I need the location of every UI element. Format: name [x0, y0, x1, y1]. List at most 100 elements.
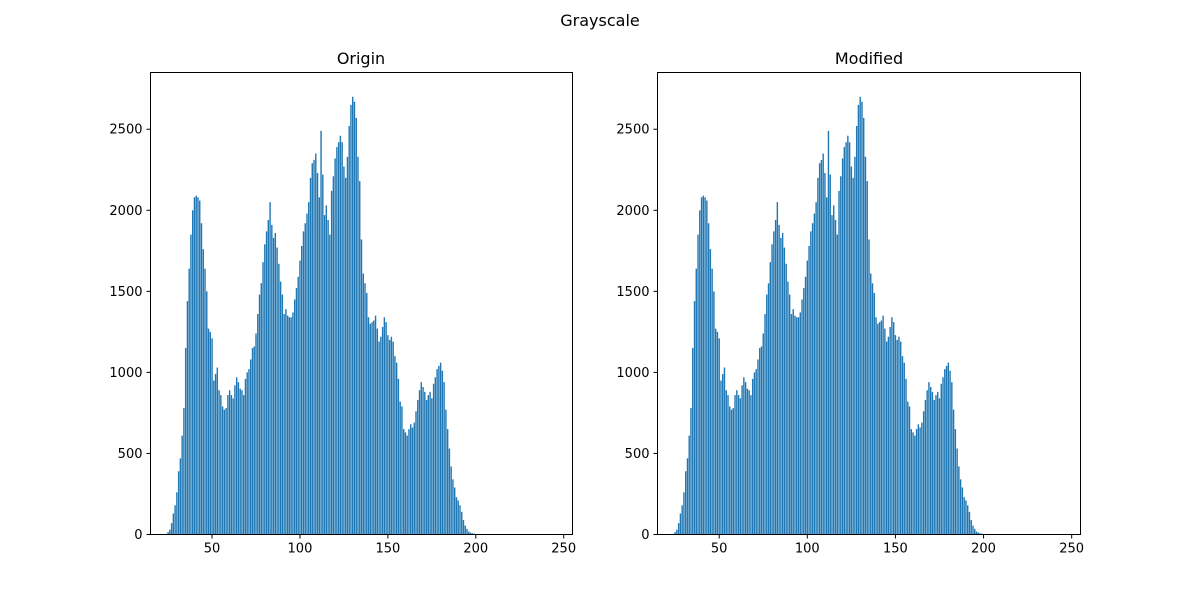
bar-origin-87 [276, 248, 277, 535]
bar-modified-164 [919, 428, 920, 535]
bar-origin-89 [280, 282, 281, 535]
bar-origin-59 [227, 395, 228, 534]
bar-modified-76 [764, 314, 765, 534]
bar-modified-136 [870, 274, 871, 535]
bar-modified-147 [889, 327, 890, 534]
bar-modified-61 [738, 395, 739, 534]
bar-modified-83 [777, 202, 778, 534]
ytick-label-modified-500: 500 [625, 447, 650, 462]
bar-origin-77 [259, 295, 260, 535]
bar-modified-143 [882, 316, 883, 535]
bar-origin-110 [317, 173, 318, 534]
bar-modified-104 [814, 214, 815, 535]
bar-origin-191 [459, 505, 460, 534]
bar-modified-34 [690, 408, 691, 534]
bar-origin-126 [345, 178, 346, 535]
bar-origin-50 [211, 338, 212, 534]
bar-modified-138 [874, 293, 875, 535]
bar-modified-154 [902, 356, 903, 534]
bar-origin-79 [262, 262, 263, 534]
bar-origin-88 [278, 264, 279, 535]
bar-modified-28 [680, 513, 681, 534]
bar-origin-179 [438, 366, 439, 535]
bar-origin-53 [217, 368, 218, 535]
bar-modified-62 [740, 398, 741, 534]
bar-modified-142 [881, 321, 882, 535]
bar-origin-152 [391, 337, 392, 535]
bar-origin-64 [236, 377, 237, 534]
bars-origin [166, 97, 482, 535]
bar-modified-133 [865, 157, 866, 535]
bar-origin-92 [285, 309, 286, 534]
bar-origin-67 [241, 390, 242, 534]
bar-origin-27 [171, 523, 172, 534]
bar-modified-65 [745, 382, 746, 534]
ytick-label-origin-500: 500 [118, 447, 143, 462]
bar-origin-167 [417, 400, 418, 535]
bar-origin-69 [245, 379, 246, 535]
bar-modified-113 [830, 175, 831, 535]
xtick-label-modified-150: 150 [883, 542, 908, 557]
bar-origin-122 [338, 142, 339, 534]
bar-origin-58 [225, 408, 226, 534]
bar-origin-104 [306, 214, 307, 535]
bar-origin-113 [322, 175, 323, 535]
ytick-label-modified-1500: 1500 [616, 285, 649, 300]
xtick-label-modified-100: 100 [795, 542, 820, 557]
bar-modified-77 [766, 295, 767, 535]
bar-origin-39 [192, 210, 193, 534]
bar-modified-64 [743, 377, 744, 534]
bar-origin-46 [204, 269, 205, 535]
bar-modified-53 [724, 368, 725, 535]
bar-modified-135 [868, 239, 869, 534]
bar-origin-42 [197, 197, 198, 534]
ytick-label-origin-2000: 2000 [109, 204, 142, 219]
bar-origin-186 [450, 466, 451, 534]
bar-origin-195 [466, 529, 467, 535]
bar-modified-68 [750, 395, 751, 534]
ytick-label-modified-2000: 2000 [616, 204, 649, 219]
bar-origin-175 [431, 398, 432, 534]
bar-origin-177 [435, 377, 436, 534]
ytick-label-origin-2500: 2500 [109, 123, 142, 138]
bar-modified-194 [972, 526, 973, 535]
bar-origin-80 [264, 244, 265, 534]
bar-origin-76 [257, 314, 258, 534]
bar-origin-78 [261, 283, 262, 534]
bar-modified-110 [824, 173, 825, 534]
bar-modified-94 [796, 317, 797, 534]
bar-origin-170 [422, 387, 423, 535]
bar-modified-93 [794, 316, 795, 535]
bar-modified-73 [759, 348, 760, 534]
bar-origin-174 [429, 392, 430, 535]
bar-origin-159 [403, 429, 404, 534]
bar-modified-100 [807, 261, 808, 535]
bar-modified-47 [713, 291, 714, 534]
bar-modified-171 [932, 392, 933, 535]
bar-origin-147 [382, 327, 383, 534]
bar-origin-141 [371, 322, 372, 534]
bar-modified-91 [791, 314, 792, 534]
bar-origin-43 [199, 201, 200, 535]
bar-modified-184 [955, 429, 956, 534]
bar-modified-84 [778, 225, 779, 535]
bar-origin-189 [456, 497, 457, 534]
bar-origin-153 [392, 342, 393, 535]
bars-modified [673, 97, 990, 535]
bar-origin-38 [190, 235, 191, 535]
bar-origin-47 [206, 291, 207, 534]
bar-modified-161 [914, 436, 915, 535]
bar-origin-184 [447, 429, 448, 534]
bar-modified-117 [837, 235, 838, 535]
bar-modified-51 [720, 381, 721, 535]
bar-origin-82 [268, 220, 269, 534]
bar-origin-187 [452, 479, 453, 534]
bar-origin-101 [301, 246, 302, 535]
bar-origin-194 [465, 526, 466, 535]
bar-origin-75 [255, 333, 256, 534]
bar-modified-119 [840, 176, 841, 534]
bar-modified-72 [757, 359, 758, 534]
bar-modified-149 [893, 322, 894, 534]
bar-modified-177 [942, 377, 943, 534]
